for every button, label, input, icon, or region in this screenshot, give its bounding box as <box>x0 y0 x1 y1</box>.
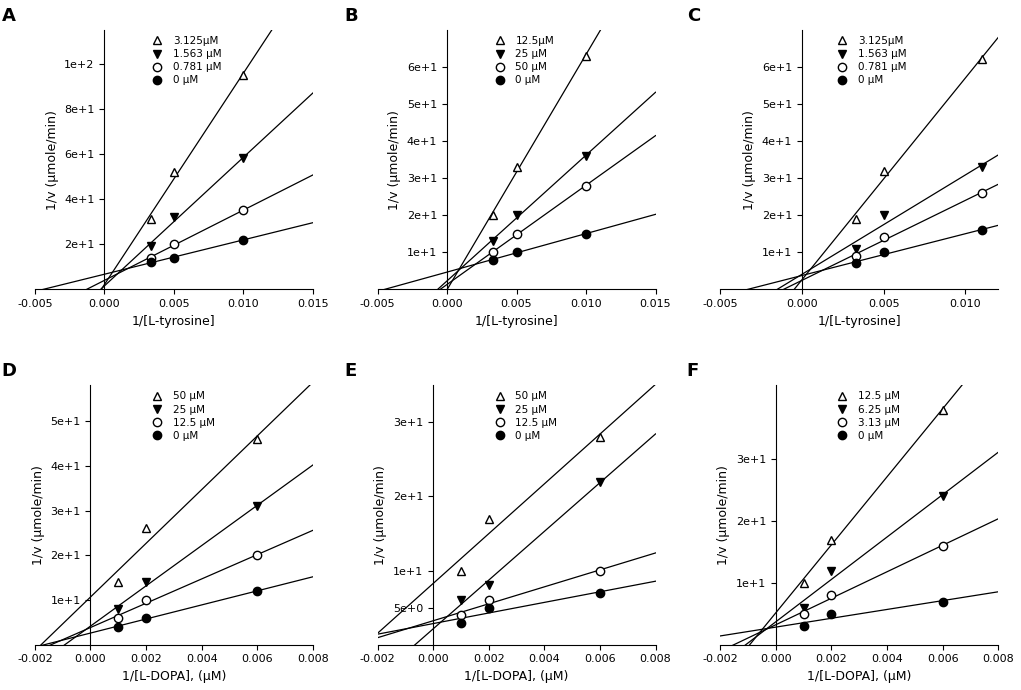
Legend: 3.125μM, 1.563 μM, 0.781 μM, 0 μM: 3.125μM, 1.563 μM, 0.781 μM, 0 μM <box>146 35 223 86</box>
Text: A: A <box>1 7 15 25</box>
Legend: 3.125μM, 1.563 μM, 0.781 μM, 0 μM: 3.125μM, 1.563 μM, 0.781 μM, 0 μM <box>831 35 908 86</box>
Y-axis label: 1/v (μmole/min): 1/v (μmole/min) <box>32 465 45 565</box>
Legend: 12.5μM, 25 μM, 50 μM, 0 μM: 12.5μM, 25 μM, 50 μM, 0 μM <box>488 35 555 86</box>
Text: B: B <box>344 7 357 25</box>
Text: E: E <box>344 362 356 380</box>
Y-axis label: 1/v (μmole/min): 1/v (μmole/min) <box>375 465 388 565</box>
Y-axis label: 1/v (μmole/min): 1/v (μmole/min) <box>388 110 401 210</box>
Y-axis label: 1/v (μmole/min): 1/v (μmole/min) <box>743 110 757 210</box>
Y-axis label: 1/v (μmole/min): 1/v (μmole/min) <box>717 465 730 565</box>
X-axis label: 1/[L-DOPA], (μM): 1/[L-DOPA], (μM) <box>121 670 226 683</box>
X-axis label: 1/[L-DOPA], (μM): 1/[L-DOPA], (μM) <box>807 670 912 683</box>
Y-axis label: 1/v (μmole/min): 1/v (μmole/min) <box>46 110 59 210</box>
Legend: 50 μM, 25 μM, 12.5 μM, 0 μM: 50 μM, 25 μM, 12.5 μM, 0 μM <box>146 391 215 442</box>
X-axis label: 1/[L-tyrosine]: 1/[L-tyrosine] <box>475 315 558 328</box>
Text: F: F <box>687 362 699 380</box>
Legend: 12.5 μM, 6.25 μM, 3.13 μM, 0 μM: 12.5 μM, 6.25 μM, 3.13 μM, 0 μM <box>831 391 902 442</box>
X-axis label: 1/[L-tyrosine]: 1/[L-tyrosine] <box>818 315 901 328</box>
X-axis label: 1/[L-DOPA], (μM): 1/[L-DOPA], (μM) <box>465 670 569 683</box>
Text: D: D <box>1 362 16 380</box>
Text: C: C <box>687 7 700 25</box>
X-axis label: 1/[L-tyrosine]: 1/[L-tyrosine] <box>132 315 215 328</box>
Legend: 50 μM, 25 μM, 12.5 μM, 0 μM: 50 μM, 25 μM, 12.5 μM, 0 μM <box>488 391 558 442</box>
